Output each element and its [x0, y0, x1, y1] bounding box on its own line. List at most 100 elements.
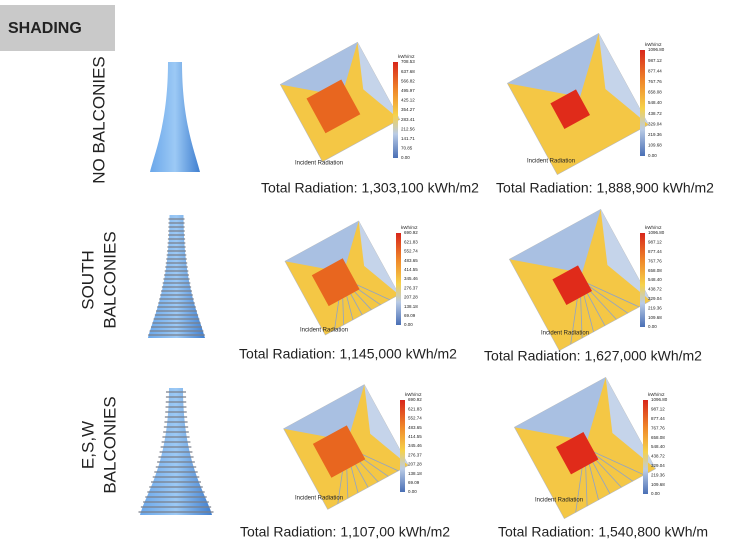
- legend-value: 414.55: [404, 267, 418, 272]
- legend-value: 877.44: [648, 249, 662, 254]
- legend-value: 552.74: [404, 249, 418, 254]
- legend-value: 987.12: [648, 58, 662, 63]
- total-radiation: Total Radiation: 1,303,100 kWh/m2: [261, 180, 479, 196]
- legend-value: 548.40: [648, 277, 662, 282]
- hot-zone: [306, 79, 361, 134]
- legend-value: 0.00: [648, 153, 657, 158]
- legend-value: 1096.80: [648, 230, 665, 235]
- shade-zone: [364, 384, 409, 466]
- legend-value: 767.76: [648, 258, 662, 263]
- legend-value: 329.04: [651, 463, 665, 468]
- legend-value: 708.53: [401, 59, 415, 64]
- legend-value: 207.28: [404, 295, 418, 300]
- shade-zone: [357, 42, 400, 120]
- legend-value: 0.00: [651, 491, 660, 496]
- legend-value: 109.68: [648, 315, 662, 320]
- legend-value: 483.65: [408, 425, 422, 430]
- legend-value: 621.83: [408, 406, 422, 411]
- legend-value: 621.83: [404, 239, 418, 244]
- legend-value: 552.74: [408, 416, 422, 421]
- legend-value: 548.40: [651, 444, 665, 449]
- total-radiation: Total Radiation: 1,107,00 kWh/m2: [240, 524, 450, 540]
- shade-zone: [285, 221, 359, 273]
- total-radiation: Total Radiation: 1,888,900 kWh/m2: [496, 180, 714, 196]
- shade-zone: [507, 33, 599, 97]
- legend-value: 0.00: [408, 489, 417, 494]
- row-label: SOUTH: [78, 250, 97, 310]
- caption: Incident Radiation: [541, 331, 589, 337]
- caption: Incident Radiation: [295, 496, 343, 502]
- legend-bar: [643, 400, 648, 494]
- shade-zone: [598, 33, 649, 125]
- legend-value: 219.36: [648, 305, 662, 310]
- legend-value: 138.18: [408, 471, 422, 476]
- hot-zone: [556, 432, 599, 475]
- caption: Incident Radiation: [527, 159, 575, 165]
- tower: [150, 62, 200, 172]
- legend-value: 1096.80: [651, 397, 668, 402]
- hot-zone: [552, 265, 592, 305]
- row-label: E,S,W: [78, 421, 97, 469]
- legend-value: 329.04: [648, 296, 662, 301]
- legend-value: 141.71: [401, 136, 415, 141]
- legend-value: 0.00: [401, 155, 410, 160]
- legend-unit: kWh/m2: [405, 392, 422, 397]
- legend-value: 219.36: [651, 472, 665, 477]
- legend-value: 767.76: [651, 425, 665, 430]
- legend-value: 438.72: [651, 454, 665, 459]
- legend-value: 69.09: [408, 480, 420, 485]
- total-radiation: Total Radiation: 1,540,800 kWh/m: [498, 524, 708, 540]
- legend-value: 658.08: [648, 90, 662, 95]
- hot-zone: [550, 89, 590, 129]
- shade-zone: [514, 377, 606, 441]
- legend-value: 1096.80: [648, 47, 665, 52]
- legend-value: 276.37: [408, 452, 422, 457]
- legend-value: 0.00: [404, 322, 413, 327]
- legend-value: 495.97: [401, 88, 415, 93]
- total-radiation: Total Radiation: 1,145,000 kWh/m2: [239, 346, 457, 362]
- legend-value: 345.46: [408, 443, 422, 448]
- legend-value: 329.04: [648, 121, 662, 126]
- legend-value: 438.72: [648, 287, 662, 292]
- caption: Incident Radiation: [295, 161, 343, 167]
- legend-value: 767.76: [648, 79, 662, 84]
- hot-zone: [312, 425, 366, 478]
- balcony-shadow: [584, 447, 645, 476]
- legend-value: 658.08: [648, 268, 662, 273]
- legend-bar: [640, 50, 645, 156]
- balcony-shadow: [579, 279, 640, 308]
- legend-value: 483.65: [404, 258, 418, 263]
- legend-value: 0.00: [648, 324, 657, 329]
- row-label: BALCONIES: [100, 231, 119, 328]
- shade-zone: [283, 384, 365, 441]
- legend-value: 207.28: [408, 462, 422, 467]
- legend-value: 637.68: [401, 69, 415, 74]
- legend-value: 548.40: [648, 100, 662, 105]
- legend-value: 690.92: [404, 230, 418, 235]
- legend-value: 690.92: [408, 397, 422, 402]
- legend-bar: [400, 400, 405, 492]
- hot-zone: [311, 258, 360, 307]
- shade-zone: [605, 377, 656, 469]
- legend-value: 283.41: [401, 117, 415, 122]
- legend-value: 877.44: [648, 68, 662, 73]
- row-label: BALCONIES: [100, 396, 119, 493]
- legend-value: 987.12: [648, 240, 662, 245]
- legend-unit: kWh/m2: [401, 225, 418, 230]
- legend-value: 345.46: [404, 276, 418, 281]
- legend-unit: kWh/m2: [645, 42, 662, 47]
- legend-value: 109.68: [648, 143, 662, 148]
- legend-value: 219.36: [648, 132, 662, 137]
- legend-unit: kWh/m2: [398, 54, 415, 59]
- legend-unit: kWh/m2: [648, 392, 665, 397]
- legend-value: 69.09: [404, 313, 416, 318]
- legend-value: 70.85: [401, 146, 413, 151]
- total-radiation: Total Radiation: 1,627,000 kWh/m2: [484, 348, 702, 364]
- caption: Incident Radiation: [300, 328, 348, 334]
- legend-value: 425.12: [401, 98, 415, 103]
- legend-value: 658.08: [651, 435, 665, 440]
- shade-zone: [358, 221, 399, 295]
- legend-value: 987.12: [651, 407, 665, 412]
- row-label: NO BALCONIES: [89, 56, 108, 184]
- legend-value: 109.68: [651, 482, 665, 487]
